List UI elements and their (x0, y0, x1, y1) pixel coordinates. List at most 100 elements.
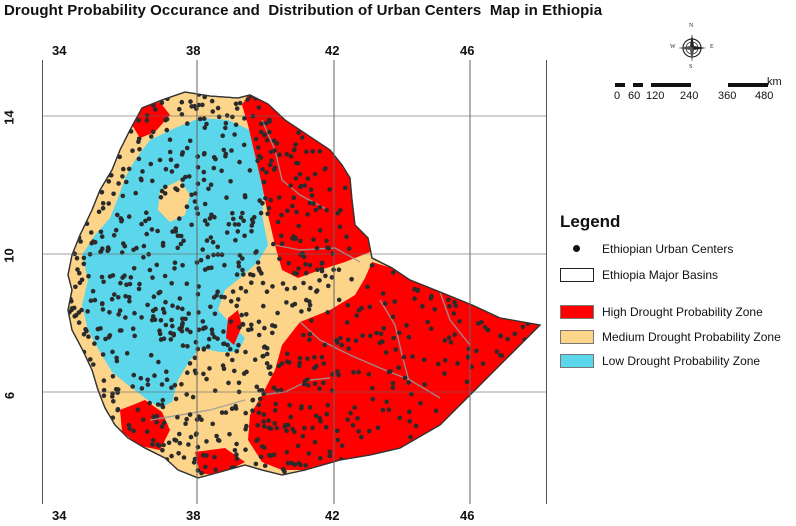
urban-center-point (494, 349, 500, 354)
urban-center-point (222, 262, 227, 268)
urban-center-point (143, 218, 148, 224)
urban-center-point (308, 285, 313, 291)
urban-center-point (257, 396, 263, 402)
urban-center-point (219, 294, 224, 300)
urban-center-point (402, 375, 408, 381)
urban-center-point (286, 260, 292, 266)
urban-center-point (344, 320, 350, 325)
urban-center-point (336, 372, 342, 378)
urban-center-point (234, 441, 239, 447)
urban-center-point (215, 437, 221, 443)
urban-center-point (335, 437, 341, 443)
urban-center-point (380, 407, 386, 413)
urban-center-point (238, 285, 244, 291)
urban-center-point (160, 243, 166, 248)
urban-center-point (131, 372, 137, 378)
urban-center-point (266, 205, 272, 211)
urban-center-point (173, 396, 179, 402)
urban-center-point (185, 121, 190, 126)
urban-center-point (314, 289, 319, 294)
urban-center-point (224, 195, 229, 200)
urban-center-point (156, 290, 161, 296)
urban-center-point (407, 419, 413, 424)
urban-center-point (272, 408, 278, 413)
urban-center-point (284, 300, 289, 305)
lon-label-top-42: 42 (325, 43, 340, 58)
medium-drought-swatch (560, 330, 594, 344)
urban-center-point (207, 216, 213, 221)
urban-center-point (272, 421, 278, 426)
urban-center-point (498, 333, 504, 339)
urban-center-point (313, 413, 319, 419)
urban-center-point (285, 208, 290, 213)
urban-center-point (184, 392, 189, 397)
urban-center-point (374, 330, 379, 336)
urban-center-point (210, 331, 215, 336)
urban-center-point (223, 410, 229, 415)
urban-center-point (301, 332, 306, 338)
urban-center-point (162, 191, 168, 196)
basin-outline-swatch (560, 268, 594, 282)
urban-center-point (195, 444, 201, 450)
urban-center-point (147, 400, 152, 406)
urban-center-point (262, 325, 267, 331)
urban-center-point (126, 214, 132, 219)
urban-center-point (228, 179, 233, 184)
urban-center-point (270, 284, 275, 289)
urban-center-point (141, 254, 146, 260)
urban-center-point (121, 241, 126, 246)
urban-center-point (268, 371, 273, 377)
urban-center-point (479, 320, 484, 325)
urban-center-point (271, 241, 276, 247)
urban-center-point (235, 297, 241, 302)
urban-center-point (284, 286, 290, 292)
urban-center-point (184, 145, 190, 151)
urban-center-point (150, 275, 155, 280)
urban-center-point (215, 244, 220, 250)
urban-center-point (469, 364, 475, 370)
urban-center-point (298, 462, 303, 468)
urban-center-point (92, 341, 97, 346)
urban-center-point (256, 105, 262, 110)
urban-center-point (390, 385, 396, 391)
urban-center-point (480, 361, 486, 366)
urban-center-point (130, 384, 135, 389)
urban-center-point (124, 179, 129, 185)
urban-center-point (146, 216, 152, 222)
urban-center-point (149, 134, 154, 139)
urban-center-point (232, 222, 238, 227)
urban-center-point (89, 230, 94, 235)
urban-center-point (261, 391, 267, 397)
urban-center-point (163, 117, 168, 123)
urban-center-point (169, 281, 174, 286)
urban-center-point (277, 256, 282, 262)
urban-center-point (126, 166, 132, 172)
urban-center-point (201, 325, 207, 331)
urban-center-point (145, 302, 150, 308)
urban-center-point (122, 273, 127, 279)
urban-center-point (324, 238, 329, 244)
urban-center-point (195, 165, 201, 170)
urban-center-point (319, 266, 325, 272)
urban-center-point (291, 195, 297, 201)
urban-center-point (326, 283, 331, 289)
urban-center-point (160, 306, 166, 312)
urban-center-point (107, 274, 113, 279)
urban-center-point (213, 467, 218, 473)
urban-center-point (112, 292, 117, 297)
urban-center-point (219, 252, 225, 257)
urban-center-point (91, 362, 96, 367)
urban-center-point (377, 340, 383, 346)
urban-center-point (240, 210, 245, 216)
urban-center-point (338, 335, 343, 341)
urban-center-point (410, 354, 415, 359)
urban-center-point (265, 211, 271, 217)
urban-center-point (214, 433, 219, 439)
urban-center-point (189, 104, 194, 109)
urban-center-point (232, 448, 238, 453)
urban-center-point (192, 355, 198, 361)
urban-center-point (335, 428, 340, 434)
urban-center-point (195, 211, 201, 217)
urban-center-point (177, 106, 182, 112)
urban-center-point (75, 267, 80, 272)
